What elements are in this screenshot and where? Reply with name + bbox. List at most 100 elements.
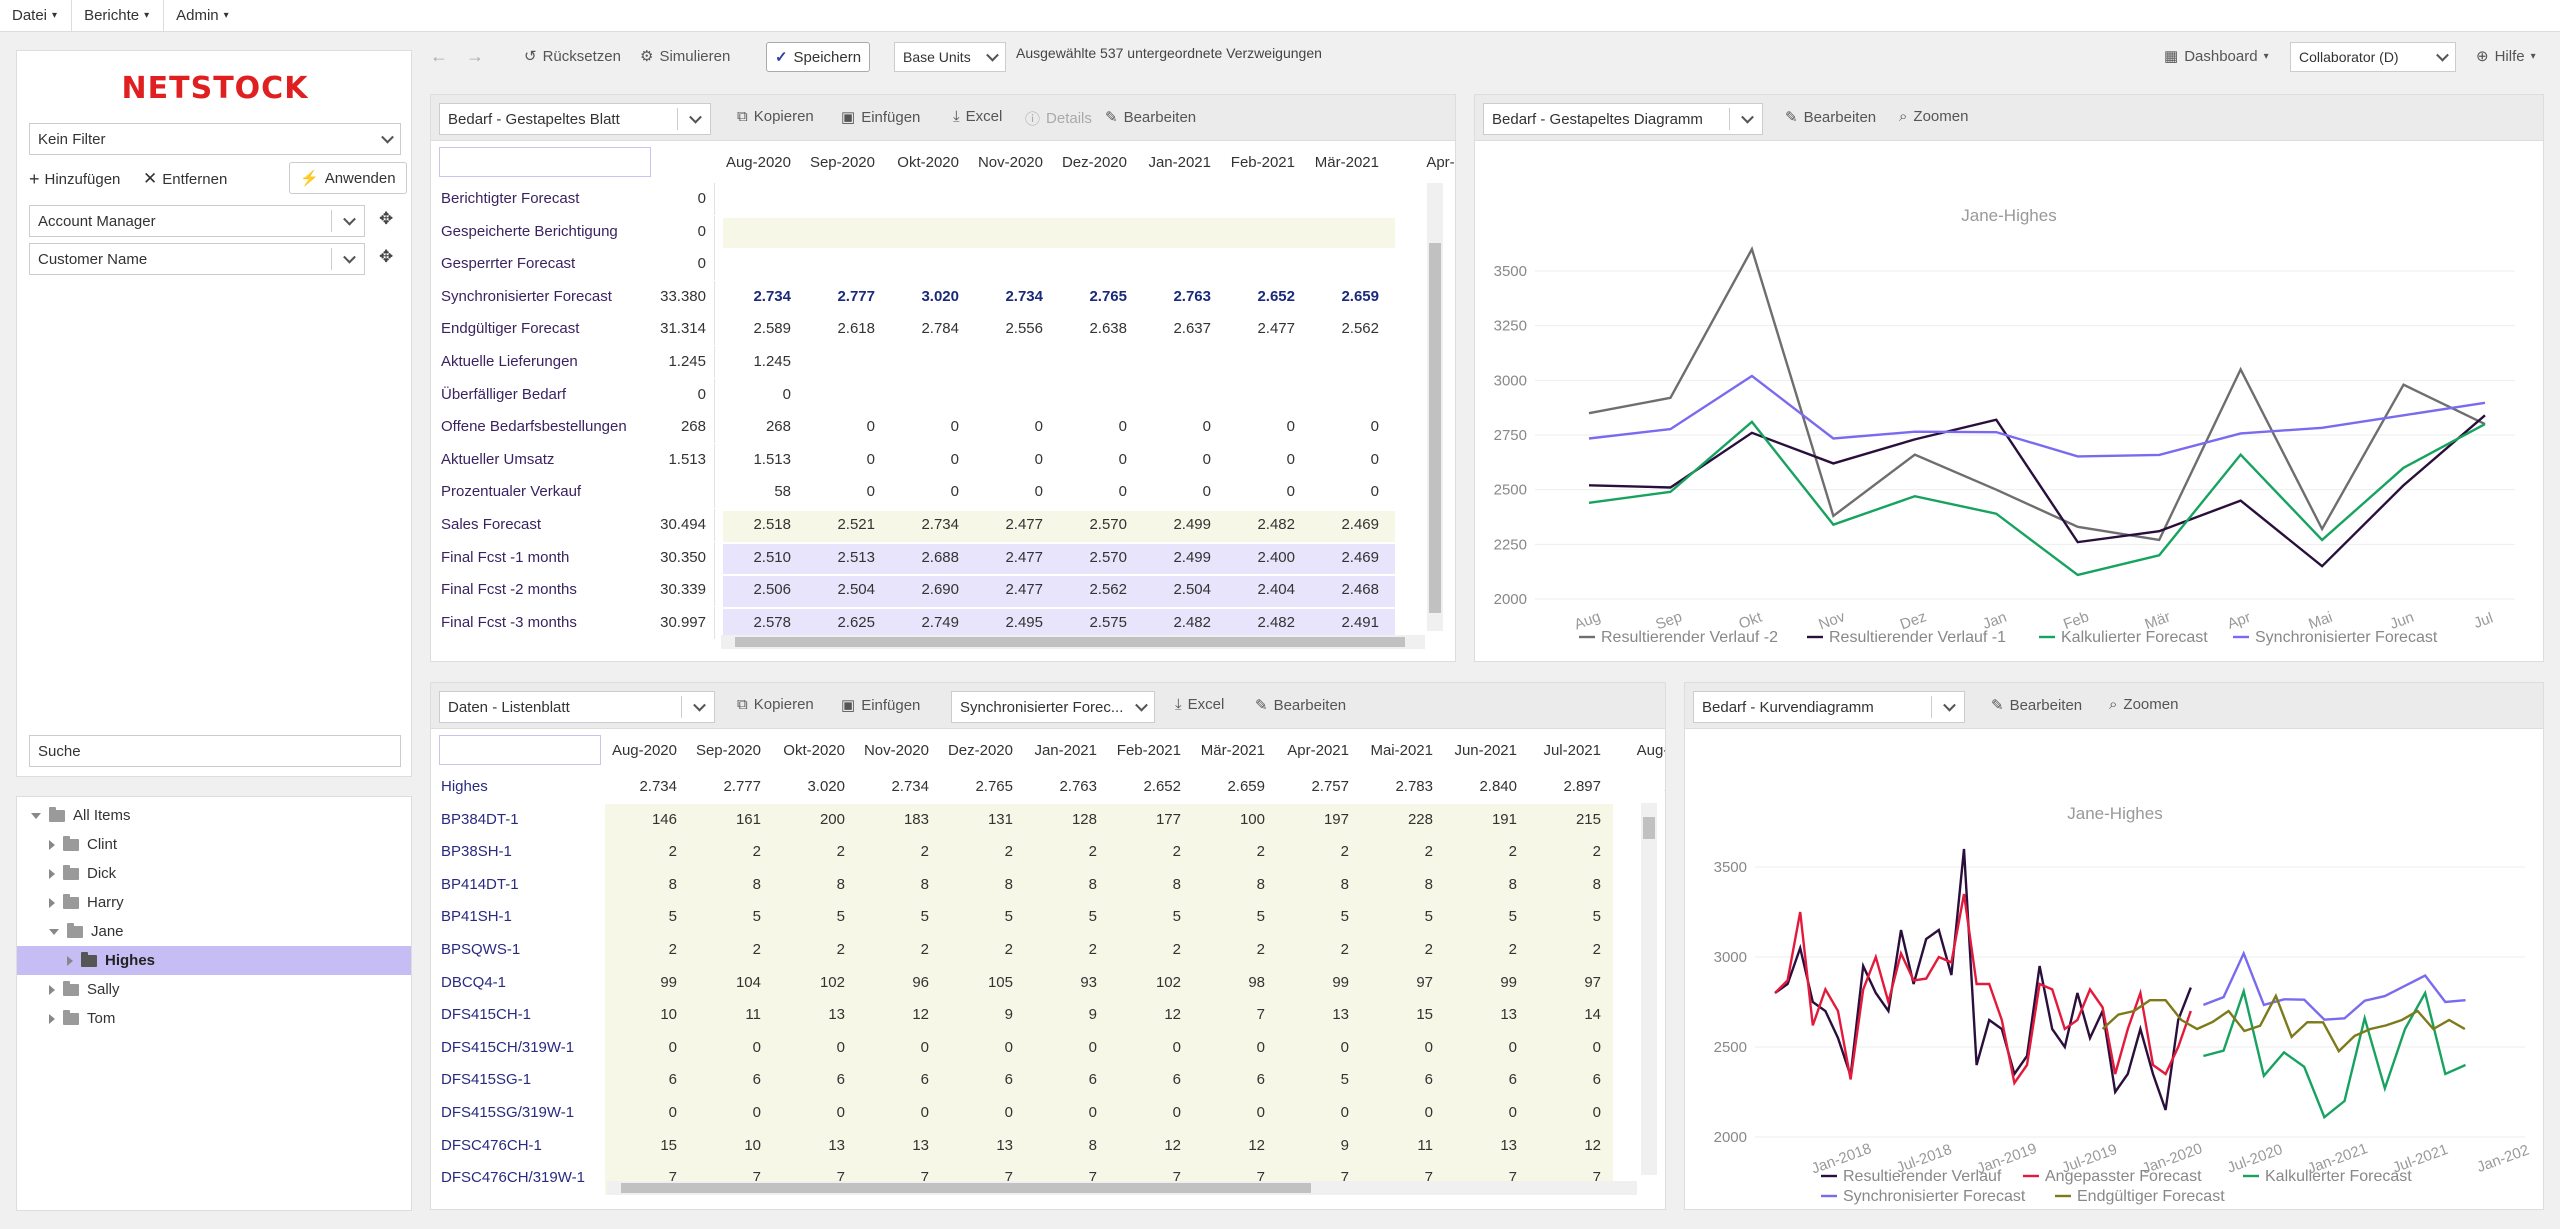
grid-cell[interactable]: 8 — [1256, 875, 1265, 893]
expand-right-icon[interactable] — [49, 868, 55, 879]
grid-cell[interactable]: 8 — [1508, 875, 1517, 893]
edit-button[interactable]: ✎ Bearbeiten — [1785, 108, 1876, 127]
column-header[interactable]: Feb-2021 — [1116, 742, 1181, 759]
grid-cell[interactable]: 2 — [1508, 843, 1517, 861]
grid-cell[interactable]: 2.521 — [837, 516, 875, 533]
grid-cell[interactable]: 2 — [1592, 941, 1601, 958]
grid-cell[interactable]: 1.245 — [753, 353, 791, 370]
column-header[interactable]: Jul-2021 — [1543, 742, 1601, 759]
grid-cell[interactable]: 7 — [1256, 1006, 1265, 1024]
column-header[interactable]: Nov-2020 — [977, 154, 1043, 171]
measure-select[interactable]: Synchronisierter Forec... — [951, 691, 1155, 723]
scrollbar-thumb[interactable] — [621, 1183, 1311, 1193]
grid-cell[interactable]: 97 — [1584, 973, 1601, 991]
grid-cell[interactable]: 2 — [1256, 941, 1265, 958]
grid-cell[interactable]: 2 — [1592, 843, 1601, 861]
grid-cell[interactable] — [1051, 248, 1135, 280]
grid-cell[interactable]: 197 — [1323, 810, 1349, 828]
paste-button[interactable]: ▣ Einfügen — [841, 108, 920, 127]
grid-cell[interactable]: 7 — [1172, 1169, 1181, 1187]
grid-cell[interactable]: 2.477 — [1005, 548, 1043, 566]
grid-cell[interactable]: 5 — [668, 908, 677, 926]
grid-cell[interactable]: 0 — [1118, 483, 1127, 501]
grid-filter-box[interactable] — [439, 147, 651, 177]
grid-cell[interactable]: 2.469 — [1341, 516, 1379, 533]
grid-cell[interactable] — [1135, 183, 1219, 215]
edit-button[interactable]: ✎ Bearbeiten — [1991, 696, 2082, 715]
grid-cell[interactable] — [1135, 216, 1219, 248]
column-header[interactable]: Jun-2021 — [1454, 742, 1517, 759]
column-header[interactable]: Jan-2021 — [1034, 742, 1097, 759]
grid-cell[interactable]: 7 — [1004, 1169, 1013, 1187]
grid-cell[interactable]: 2.482 — [1257, 516, 1295, 533]
grid-cell[interactable]: 100 — [1239, 810, 1265, 828]
grid-cell[interactable]: 13 — [912, 1136, 929, 1154]
grid-cell[interactable] — [1135, 379, 1219, 411]
grid-cell[interactable]: 5 — [1256, 908, 1265, 926]
grid-cell[interactable]: 5 — [1172, 908, 1181, 926]
grid-cell[interactable]: 5 — [1088, 908, 1097, 926]
grid-cell[interactable]: 2.638 — [1089, 320, 1127, 338]
grid-cell[interactable]: 12 — [1584, 1136, 1601, 1154]
grid-cell[interactable]: 13 — [828, 1006, 845, 1024]
legend-label[interactable]: Synchronisierter Forecast — [1843, 1188, 2026, 1205]
grid-cell[interactable] — [799, 346, 883, 378]
grid-cell[interactable] — [1219, 379, 1303, 411]
expand-right-icon[interactable] — [49, 839, 55, 850]
column-header[interactable]: Dez-2020 — [1061, 154, 1127, 171]
grid-cell[interactable]: 2 — [1508, 941, 1517, 958]
scrollbar-thumb[interactable] — [735, 637, 1405, 647]
grid-cell[interactable]: 0 — [1118, 418, 1127, 436]
grid-cell[interactable] — [715, 183, 799, 215]
grid-cell[interactable]: 2.477 — [1257, 320, 1295, 338]
grid-cell[interactable]: 6 — [1172, 1071, 1181, 1089]
grid-cell[interactable]: 0 — [1034, 483, 1043, 501]
grid-cell[interactable]: 98 — [1248, 973, 1265, 991]
expand-right-icon[interactable] — [49, 1013, 55, 1024]
grid-cell[interactable]: 2 — [920, 843, 929, 861]
move-handle-icon[interactable]: ✥ — [379, 209, 394, 228]
grid-cell[interactable]: 2 — [1088, 941, 1097, 958]
grid-cell[interactable]: 0 — [1424, 1038, 1433, 1056]
grid-cell[interactable] — [1051, 379, 1135, 411]
expand-right-icon[interactable] — [67, 955, 73, 966]
grid-cell[interactable]: 0 — [1592, 1038, 1601, 1056]
scrollbar-thumb[interactable] — [1643, 817, 1655, 839]
grid-cell[interactable]: 2.518 — [753, 516, 791, 533]
grid-cell[interactable]: 2.556 — [1005, 320, 1043, 338]
grid-cell[interactable]: 13 — [1500, 1136, 1517, 1154]
grid-cell[interactable]: 8 — [1340, 875, 1349, 893]
grid-cell[interactable]: 2 — [836, 941, 845, 958]
grid-cell[interactable]: 6 — [668, 1071, 677, 1089]
grid-cell[interactable]: 8 — [1088, 1136, 1097, 1154]
grid-cell[interactable]: 2.734 — [1005, 287, 1043, 305]
tree-item[interactable]: Tom — [17, 1004, 411, 1033]
grid-cell[interactable]: 7 — [1340, 1169, 1349, 1187]
view-select[interactable]: Bedarf - Gestapeltes Diagramm — [1483, 103, 1763, 135]
grid-cell[interactable]: 0 — [1370, 450, 1379, 468]
grid-cell[interactable]: 3.020 — [921, 287, 959, 305]
column-header[interactable]: Aug-2020 — [725, 154, 791, 171]
grid-cell[interactable]: 2 — [836, 843, 845, 861]
grid-cell[interactable]: 5 — [920, 908, 929, 926]
grid-cell[interactable]: 2 — [1004, 941, 1013, 958]
grid-cell[interactable]: 6 — [920, 1071, 929, 1089]
view-select[interactable]: Daten - Listenblatt — [439, 691, 715, 723]
grid-cell[interactable]: 11 — [1417, 1136, 1433, 1154]
item-link[interactable]: BPSQWS-1 — [441, 941, 521, 958]
zoom-button[interactable]: ⌕ Zoomen — [1899, 108, 1968, 125]
expand-right-icon[interactable] — [49, 897, 55, 908]
grid-cell[interactable]: 10 — [660, 1006, 677, 1024]
legend-label[interactable]: Resultierender Verlauf — [1843, 1168, 2002, 1185]
grid-cell[interactable]: 128 — [1071, 810, 1097, 828]
grid-cell[interactable] — [799, 379, 883, 411]
grid-cell[interactable]: 2.513 — [837, 548, 875, 566]
column-header[interactable]: Dez-2020 — [947, 742, 1013, 759]
grid-cell[interactable]: 13 — [996, 1136, 1013, 1154]
grid-cell[interactable]: 2.404 — [1257, 581, 1295, 599]
legend-label[interactable]: Resultierender Verlauf -1 — [1829, 629, 2006, 646]
horizontal-scrollbar[interactable] — [607, 1181, 1637, 1195]
grid-cell[interactable] — [715, 216, 799, 248]
grid-cell[interactable]: 0 — [866, 483, 875, 501]
expand-down-icon[interactable] — [49, 928, 59, 935]
